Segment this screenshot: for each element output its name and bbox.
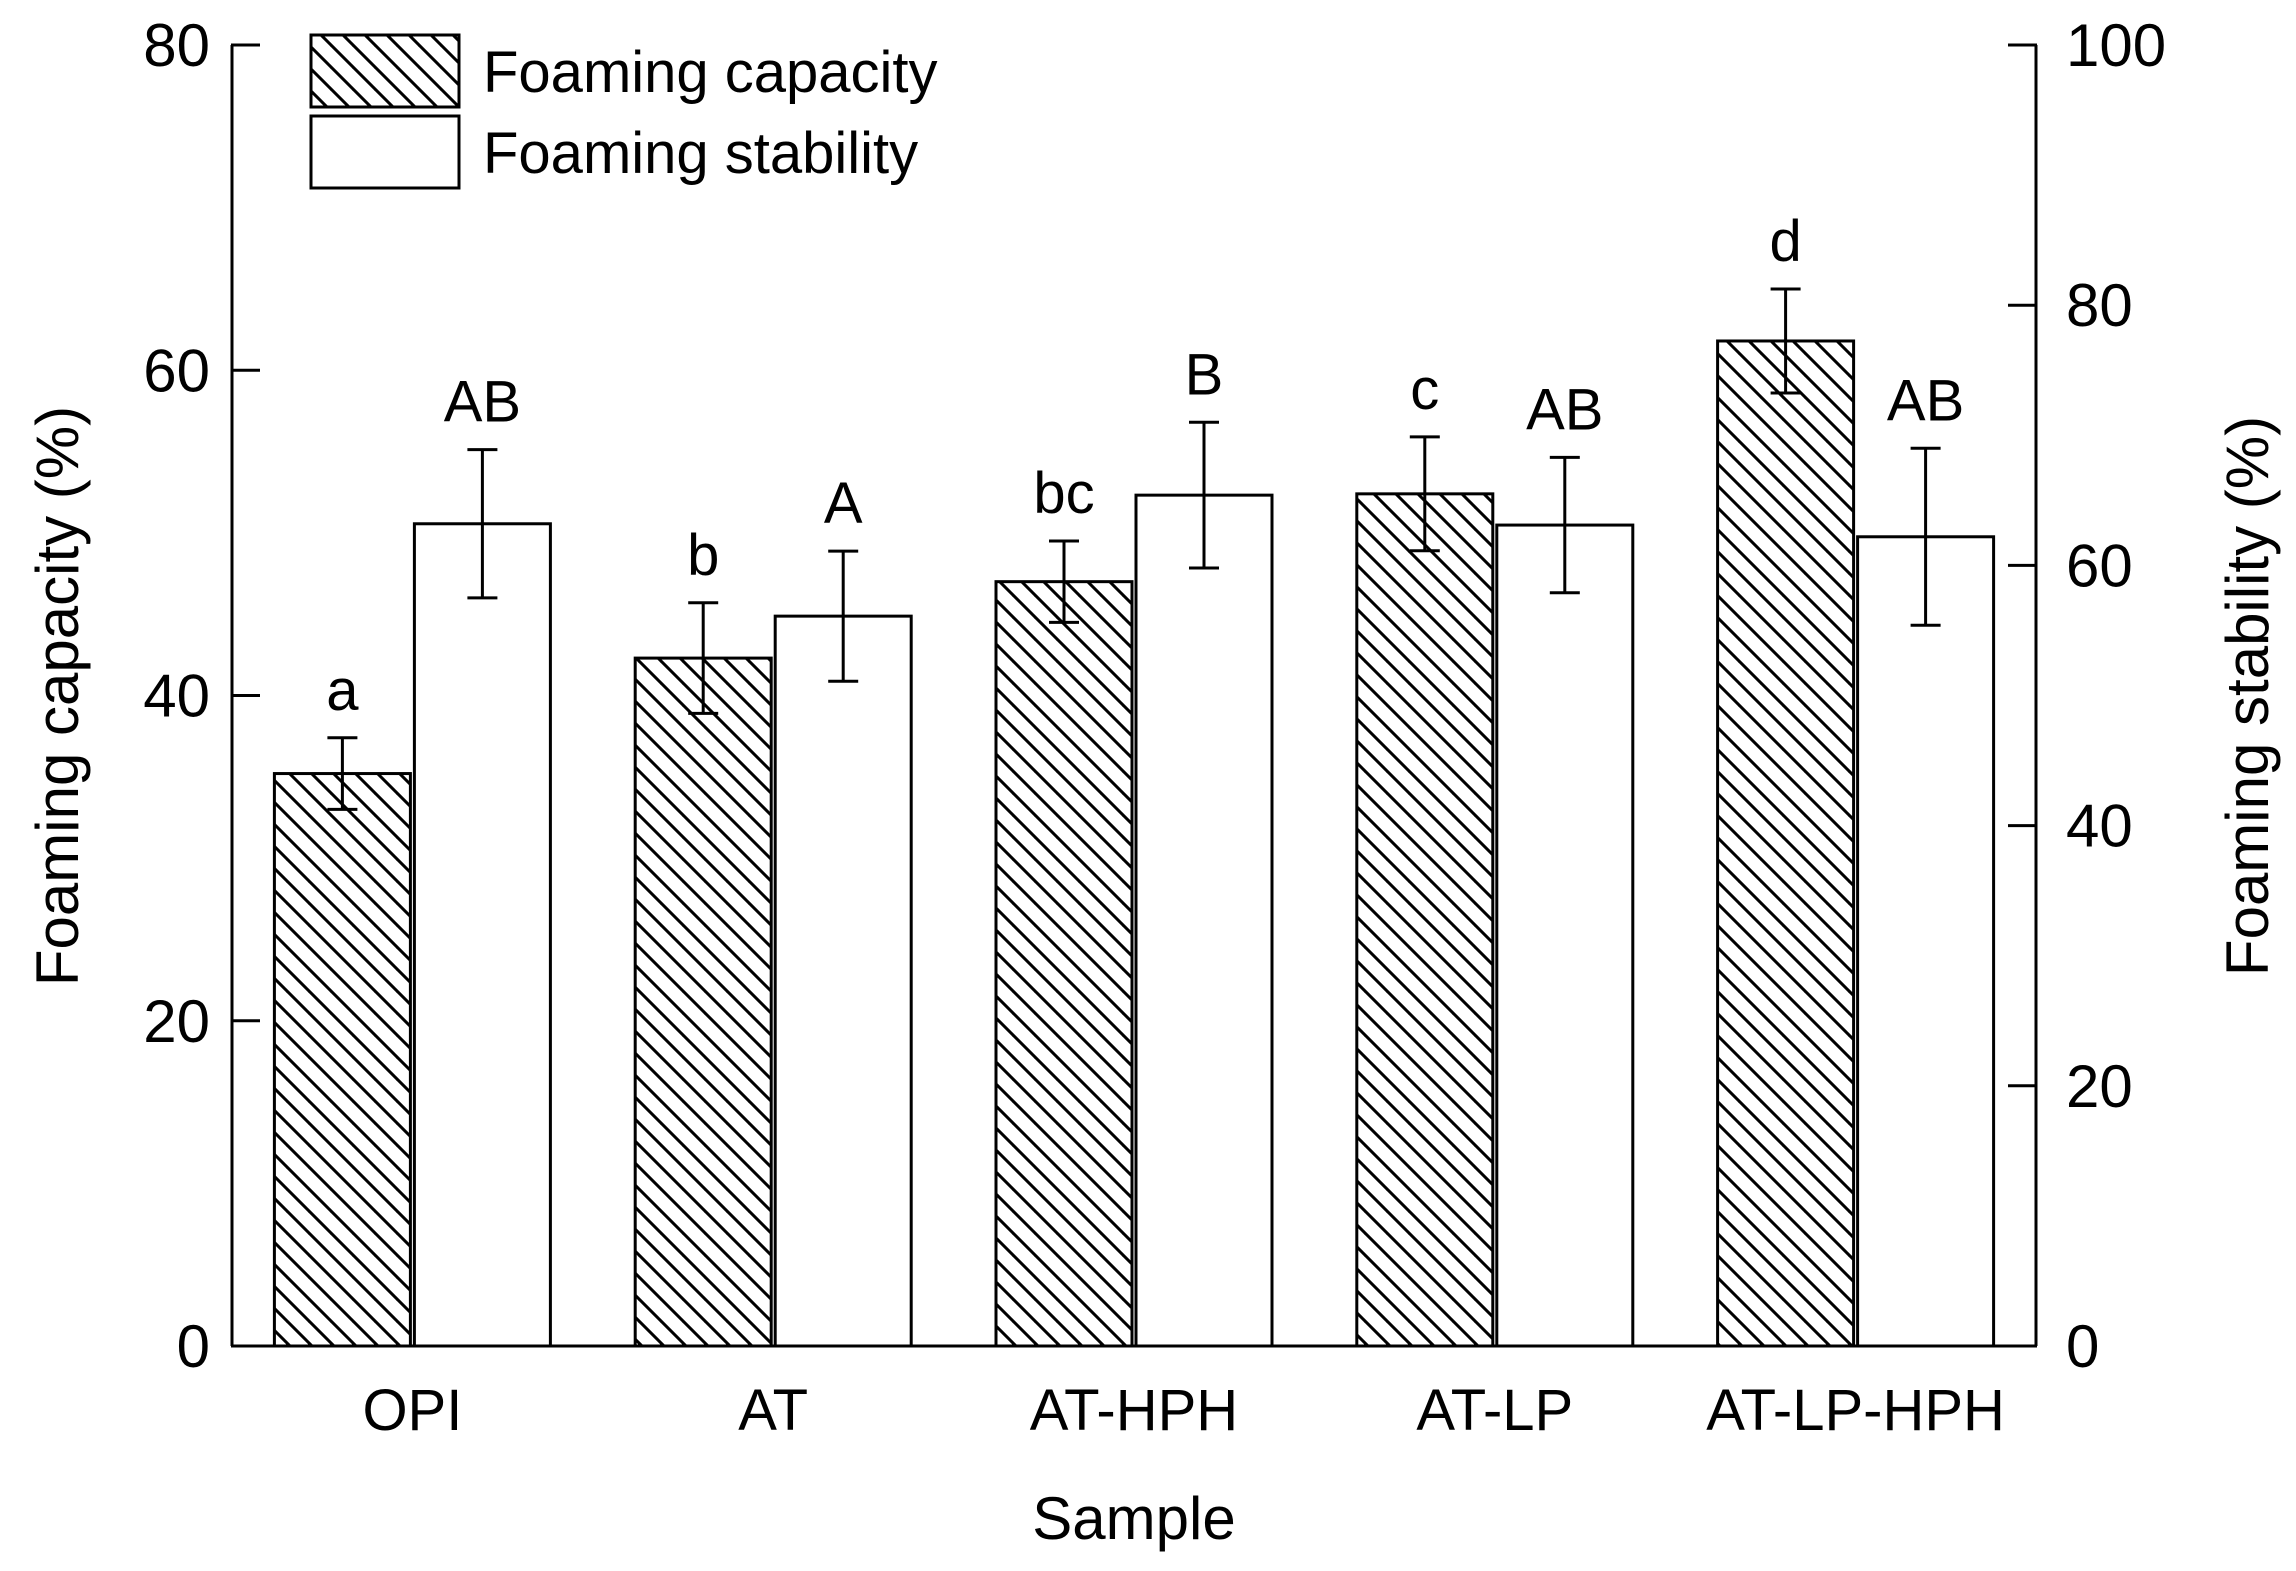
significance-letter-foaming-capacity-at-lp-hph: d (1769, 209, 1801, 274)
left-tick-label: 60 (143, 337, 210, 404)
bars-layer (272, 339, 1996, 1348)
right-tick-label: 80 (2066, 272, 2133, 339)
y-axis-title: Foaming capacity (%) (24, 406, 91, 986)
significance-letter-foaming-stability-opi: AB (444, 370, 521, 435)
bar-foaming-capacity-at (633, 656, 773, 1348)
significance-letter-foaming-capacity-at: b (687, 523, 719, 588)
x-axis-title: Sample (1032, 1485, 1235, 1552)
error-bar-foaming-capacity-at-lp (1409, 435, 1440, 553)
error-bar-foaming-stability-opi (467, 448, 498, 600)
x-tick-label-at: AT (738, 1378, 808, 1443)
error-bar-foaming-stability-at-lp-hph (1910, 446, 1941, 627)
error-bars-layer (327, 287, 1941, 811)
x-tick-label-opi: OPI (362, 1378, 462, 1443)
error-bar-foaming-capacity-at-lp-hph (1770, 287, 1801, 395)
significance-letter-foaming-stability-at-hph: B (1185, 342, 1224, 407)
error-bar-foaming-stability-at-lp (1549, 455, 1580, 595)
right-tick-label: 60 (2066, 532, 2133, 599)
legend: Foaming capacity Foaming stability (309, 33, 938, 190)
bar-foaming-capacity-at-lp (1355, 492, 1495, 1348)
significance-letters-layer: a AB b A bc B c AB d AB (326, 209, 1964, 723)
error-bar-foaming-capacity-opi (327, 736, 358, 811)
right-tick-label: 20 (2066, 1053, 2133, 1120)
legend-swatch-foaming-stability (309, 114, 461, 190)
x-axis-ticks: OPI AT AT-HPH AT-LP AT-LP-HPH (362, 1378, 2004, 1443)
error-bar-foaming-capacity-at (688, 601, 719, 715)
bar-foaming-stability-at-lp-hph (1856, 535, 1996, 1348)
x-tick-label-at-lp-hph: AT-LP-HPH (1706, 1378, 2005, 1443)
left-axis-ticks: 0 20 40 60 80 (143, 12, 260, 1380)
bar-foaming-stability-opi (412, 522, 552, 1348)
x-tick-label-at-hph: AT-HPH (1030, 1378, 1238, 1443)
significance-letter-foaming-capacity-at-lp: c (1410, 357, 1439, 422)
error-bar-foaming-stability-at-hph (1189, 420, 1219, 570)
x-tick-label-at-lp: AT-LP (1416, 1378, 1573, 1443)
left-tick-label: 20 (143, 988, 210, 1055)
bar-foaming-capacity-at-lp-hph (1716, 339, 1856, 1348)
left-tick-label: 40 (143, 663, 210, 730)
right-axis-ticks: 0 20 40 60 80 100 (2008, 12, 2166, 1380)
bar-foaming-stability-at (773, 614, 913, 1348)
bar-foaming-capacity-at-hph (994, 580, 1134, 1348)
significance-letter-foaming-stability-at-lp-hph: AB (1887, 368, 1964, 433)
significance-letter-foaming-stability-at-lp: AB (1526, 377, 1603, 442)
legend-swatch-foaming-capacity (309, 33, 461, 109)
significance-letter-foaming-stability-at: A (824, 471, 863, 536)
error-bar-foaming-stability-at (828, 549, 859, 683)
left-tick-label: 0 (177, 1313, 210, 1380)
y2-axis-title: Foaming stability (%) (2214, 416, 2281, 976)
right-tick-label: 0 (2066, 1313, 2099, 1380)
bar-foaming-stability-at-hph (1134, 493, 1274, 1348)
bar-foaming-capacity-opi (272, 772, 412, 1348)
error-bar-foaming-capacity-at-hph (1049, 539, 1079, 624)
right-tick-label: 40 (2066, 793, 2133, 860)
significance-letter-foaming-capacity-at-hph: bc (1033, 461, 1094, 526)
legend-label-foaming-stability: Foaming stability (483, 121, 918, 186)
right-tick-label: 100 (2066, 12, 2166, 79)
bar-foaming-stability-at-lp (1495, 523, 1635, 1348)
significance-letter-foaming-capacity-opi: a (326, 658, 359, 723)
left-tick-label: 80 (143, 12, 210, 79)
legend-label-foaming-capacity: Foaming capacity (483, 40, 938, 105)
